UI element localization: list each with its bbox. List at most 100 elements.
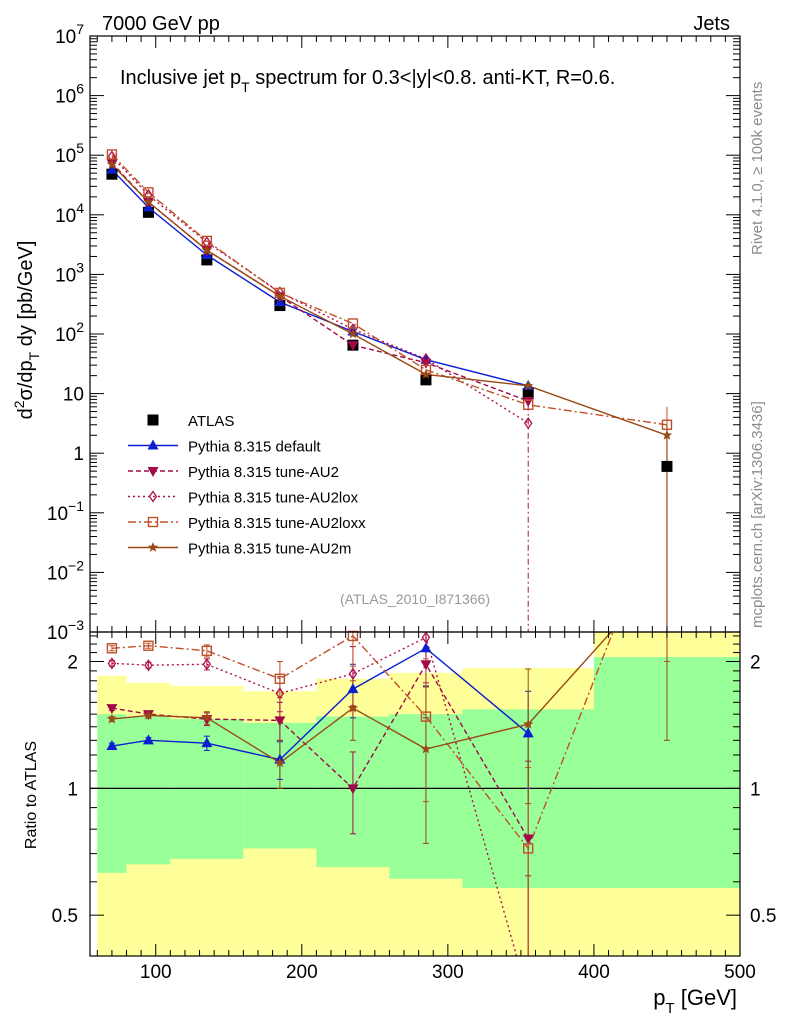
main-ytick-label-8: 105	[55, 140, 84, 167]
axis-ticks	[90, 35, 741, 957]
x-tick-label-100: 100	[140, 962, 172, 983]
ratio-line-au2m	[111, 632, 613, 764]
legend-label-au2m: Pythia 8.315 tune-AU2m	[188, 541, 351, 558]
ratio-line-au2loxx	[111, 632, 614, 850]
main-ytick-label-2: 10−1	[47, 498, 84, 525]
legend-marker-au2m	[147, 542, 159, 552]
main-point-au2loxx-4	[347, 318, 359, 329]
legend-label-atlas: ATLAS	[188, 413, 234, 430]
main-line-au2loxx	[111, 153, 668, 426]
main-point-au2-4	[347, 341, 359, 352]
legend-label-au2: Pythia 8.315 tune-AU2	[188, 464, 339, 481]
main-point-au2loxx-7	[661, 419, 673, 430]
x-tick-label-500: 500	[724, 962, 756, 983]
ratio-point-au2m-0	[106, 713, 118, 724]
ratio-point-au2-4	[347, 784, 359, 795]
ratio-point-au2m-6	[523, 718, 534, 729]
main-line-au2lox	[111, 156, 529, 424]
series-markers	[106, 149, 673, 854]
ratio-point-au2-0	[106, 704, 118, 715]
legend: ATLAS Pythia 8.315 default Pythia 8.315 tu…	[128, 413, 366, 558]
ratio-point-default-2	[201, 737, 213, 748]
main-point-au2lox-5	[421, 352, 431, 366]
main-point-au2m-1	[143, 196, 154, 207]
analysis-label: (ATLAS_2010_I871366)	[340, 591, 490, 607]
x-tick-label-300: 300	[432, 962, 464, 983]
main-point-au2m-3	[274, 290, 286, 301]
main-ytick-label-7: 104	[55, 200, 84, 227]
main-point-au2-6	[522, 397, 534, 408]
main-point-atlas-5	[420, 374, 432, 386]
main-point-atlas-7	[661, 460, 673, 472]
ratio-point-au2m-4	[347, 702, 359, 713]
ratio-point-default-4	[347, 683, 359, 694]
ratio-point-au2m-5	[420, 743, 432, 754]
x-tick-label-200: 200	[286, 962, 318, 983]
ratio-point-default-0	[106, 740, 118, 751]
plot-title: Inclusive jet pT spectrum for 0.3<|y|<0.…	[120, 67, 615, 95]
ratio-point-au2m-2	[201, 712, 213, 723]
ratio-point-au2lox-1	[144, 659, 153, 672]
legend-marker-au2lox	[148, 490, 158, 503]
ratio-point-au2-6	[522, 834, 534, 845]
x-axis-label: pT [GeV]	[653, 985, 737, 1017]
ratio-ytick-label-left-1: 1	[67, 779, 78, 800]
main-point-atlas-6	[522, 388, 534, 400]
main-point-au2loxx-6	[523, 399, 534, 410]
legend-label-au2lox: Pythia 8.315 tune-AU2lox	[188, 490, 359, 507]
ratio-point-au2loxx-5	[420, 711, 432, 722]
ratio-point-au2-3	[274, 716, 286, 727]
main-ytick-label-10: 107	[55, 21, 84, 48]
ratio-point-au2m-3	[274, 757, 286, 768]
legend-label-default: Pythia 8.315 default	[188, 439, 321, 456]
ratio-point-au2lox-2	[202, 658, 212, 671]
ratio-ytick-label-left-0: 0.5	[52, 906, 78, 927]
ratio-point-default-1	[142, 734, 154, 745]
main-lines	[111, 153, 668, 632]
main-point-atlas-1	[142, 206, 154, 218]
ratio-point-au2loxx-1	[143, 640, 154, 651]
ratio-ytick-label-right-2: 2	[750, 653, 761, 674]
main-point-au2lox-6	[523, 416, 533, 430]
ratio-ytick-label-right-1: 1	[750, 779, 761, 800]
main-point-atlas-0	[106, 168, 118, 180]
main-point-au2m-0	[106, 158, 118, 169]
ratio-point-au2-5	[420, 660, 432, 671]
rivet-label: Rivet 4.1.0, ≥ 100k events	[749, 82, 766, 255]
ratio-point-au2loxx-0	[106, 643, 118, 654]
ratio-point-au2lox-3	[275, 687, 285, 700]
ratio-point-au2lox-4	[348, 667, 358, 680]
main-point-au2m-4	[347, 328, 359, 339]
main-point-au2m-5	[420, 368, 432, 379]
band-stat-0	[97, 714, 127, 873]
ratio-point-default-5	[420, 642, 432, 653]
y-axis-label-ratio: Ratio to ATLAS	[23, 741, 40, 849]
legend-marker-au2	[147, 467, 159, 477]
main-ytick-label-1: 10−2	[47, 557, 84, 584]
ratio-point-au2lox-5	[421, 631, 431, 644]
legend-marker-au2loxx	[147, 516, 159, 528]
mcplots-label: mcplots.cern.ch [arXiv:1306.3436]	[749, 401, 766, 628]
ratio-point-au2loxx-3	[274, 673, 286, 684]
legend-marker-default	[147, 439, 159, 450]
main-ytick-label-4: 10	[63, 385, 84, 406]
energy-label: 7000 GeV pp	[102, 13, 220, 35]
legend-label-au2loxx: Pythia 8.315 tune-AU2loxx	[188, 515, 366, 532]
main-line-au2	[111, 162, 529, 402]
main-ytick-label-5: 102	[55, 319, 84, 346]
main-point-au2m-2	[201, 244, 213, 255]
main-point-au2m-7	[661, 429, 673, 440]
main-line-default	[111, 169, 529, 387]
jets-label: Jets	[693, 13, 730, 35]
main-point-au2m-6	[523, 380, 534, 391]
main-line-au2m	[111, 163, 668, 436]
main-ytick-label-3: 1	[73, 444, 84, 465]
ratio-ytick-label-right-0: 0.5	[750, 906, 776, 927]
ratio-uncertainty-bands	[90, 632, 740, 956]
main-ytick-label-9: 106	[55, 81, 84, 108]
ratio-point-au2loxx-2	[201, 645, 213, 657]
main-point-atlas-2	[201, 254, 213, 266]
ratio-point-default-6	[522, 727, 534, 738]
ratio-point-au2loxx-6	[523, 843, 534, 854]
legend-marker-atlas	[147, 414, 159, 426]
